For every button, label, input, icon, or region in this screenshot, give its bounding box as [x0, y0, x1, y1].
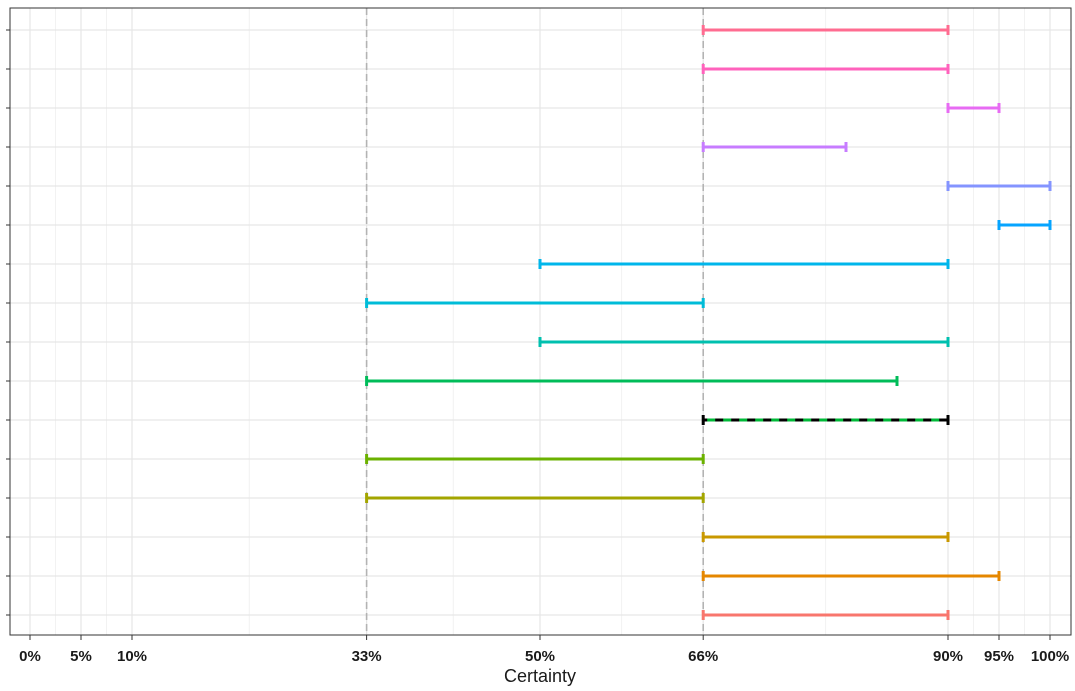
x-axis-ticks: 0% 5% 10% 33% 50% 66% 90% 95% 100% [6, 30, 1069, 665]
reference-lines [367, 8, 704, 635]
x-tick-label: 0% [19, 648, 41, 665]
x-tick-label: 10% [117, 648, 147, 665]
x-tick-label: 33% [352, 648, 382, 665]
major-gridlines [10, 8, 1071, 635]
x-tick-label: 95% [984, 648, 1014, 665]
x-axis-title: Certainty [504, 666, 576, 686]
x-tick-label: 50% [525, 648, 555, 665]
x-tick-label: 100% [1031, 648, 1069, 665]
x-tick-label: 90% [933, 648, 963, 665]
x-tick-label: 66% [688, 648, 718, 665]
x-tick-label: 5% [70, 648, 92, 665]
